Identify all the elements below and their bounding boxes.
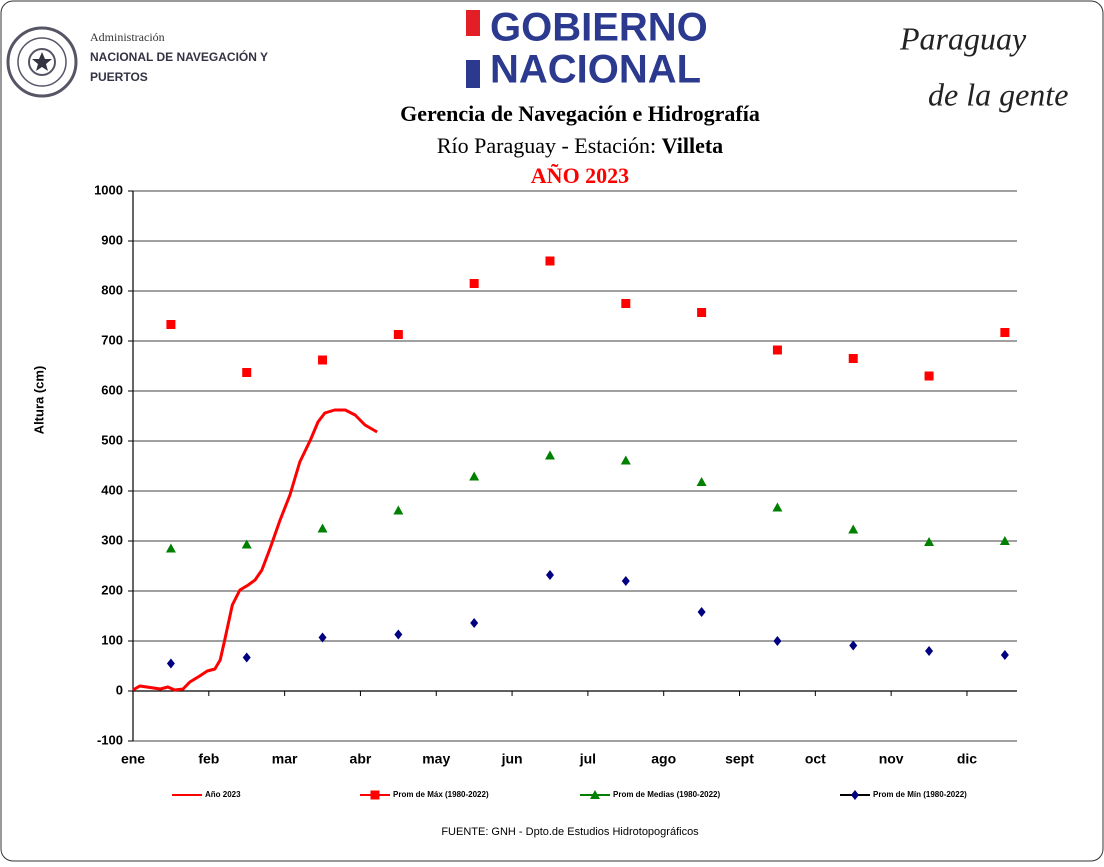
station-name: Villeta [662, 133, 724, 158]
org-text: PUERTOS [90, 70, 148, 84]
footer: FUENTE: GNH - Dpto.de Estudios Hidrotopo… [441, 826, 699, 838]
y-tick-label: 400 [101, 482, 123, 497]
data-point [999, 536, 1010, 545]
data-point [469, 279, 479, 288]
x-tick-label: jul [579, 751, 596, 767]
org-text: NACIONAL DE NAVEGACIÓN Y [90, 49, 268, 64]
data-point [924, 537, 935, 546]
x-tick-label: sept [725, 751, 754, 767]
y-tick-label: 800 [101, 282, 123, 297]
data-point [318, 632, 327, 643]
data-point [925, 646, 934, 656]
data-point [393, 505, 404, 515]
data-point [697, 607, 706, 617]
y-axis-label: Altura (cm) [31, 366, 46, 435]
slogan: de la gente [928, 76, 1068, 112]
data-point [849, 640, 858, 651]
data-point [242, 652, 251, 663]
seal [6, 26, 78, 98]
data-point [317, 523, 328, 533]
flag-red [466, 10, 480, 36]
x-tick-label: mar [272, 751, 298, 767]
data-point [621, 299, 631, 308]
x-tick-label: nov [879, 751, 904, 767]
legend-label: Año 2023 [205, 790, 241, 799]
data-point [773, 636, 782, 646]
slogan: Paraguay [899, 20, 1027, 56]
y-tick-label: 300 [101, 532, 123, 547]
series-line [132, 408, 378, 692]
data-point [1000, 650, 1009, 660]
data-point [241, 539, 252, 549]
data-point [469, 471, 480, 481]
data-point [848, 524, 859, 534]
chart-subtitle: Río Paraguay - Estación: Villeta [437, 133, 723, 158]
data-point [545, 256, 555, 266]
legend-label: Prom de Medias (1980-2022) [613, 790, 720, 799]
legend-marker [851, 790, 859, 800]
data-point [772, 502, 783, 512]
x-tick-label: ene [121, 751, 145, 767]
y-tick-label: 500 [101, 432, 123, 447]
y-tick-label: 900 [101, 232, 123, 247]
data-point [696, 477, 707, 486]
data-point [924, 371, 934, 381]
x-tick-label: oct [805, 751, 826, 767]
year-label: AÑO 2023 [531, 163, 629, 188]
y-tick-label: 200 [101, 582, 123, 597]
x-tick-label: dic [957, 751, 977, 767]
y-tick-label: -100 [97, 732, 123, 747]
legend-label: Prom de Máx (1980-2022) [393, 790, 489, 799]
legend-marker [590, 790, 600, 799]
org-text: Administración [90, 30, 165, 44]
data-point [848, 354, 858, 363]
data-point [545, 570, 554, 580]
data-point [772, 345, 782, 355]
legend-marker [370, 790, 380, 800]
data-point [393, 330, 403, 339]
gov-text: NACIONAL [490, 48, 701, 92]
data-point [544, 450, 555, 460]
x-tick-label: ago [651, 751, 676, 767]
y-tick-label: 600 [101, 382, 123, 397]
data-point [697, 308, 707, 317]
x-tick-label: abr [350, 751, 372, 767]
data-point [242, 368, 252, 377]
data-point [318, 355, 328, 365]
gov-text: GOBIERNO [490, 6, 708, 50]
data-point [394, 629, 403, 640]
x-tick-label: may [422, 751, 450, 767]
legend-label: Prom de Mín (1980-2022) [873, 790, 967, 799]
y-tick-label: 700 [101, 332, 123, 347]
y-tick-label: 1000 [94, 182, 123, 197]
y-tick-label: 100 [101, 632, 123, 647]
data-point [621, 576, 630, 586]
subtitle-text: Río Paraguay - Estación: [437, 133, 656, 158]
data-point [166, 320, 176, 329]
data-point [165, 543, 176, 553]
data-point [1000, 328, 1010, 337]
x-tick-label: feb [198, 751, 219, 767]
y-tick-label: 0 [116, 682, 123, 697]
data-point [620, 455, 631, 465]
chart-title: Gerencia de Navegación e Hidrografía [400, 101, 760, 126]
data-point [470, 618, 479, 628]
data-point [166, 658, 175, 669]
x-tick-label: jun [501, 751, 523, 767]
flag-blue [466, 60, 480, 88]
